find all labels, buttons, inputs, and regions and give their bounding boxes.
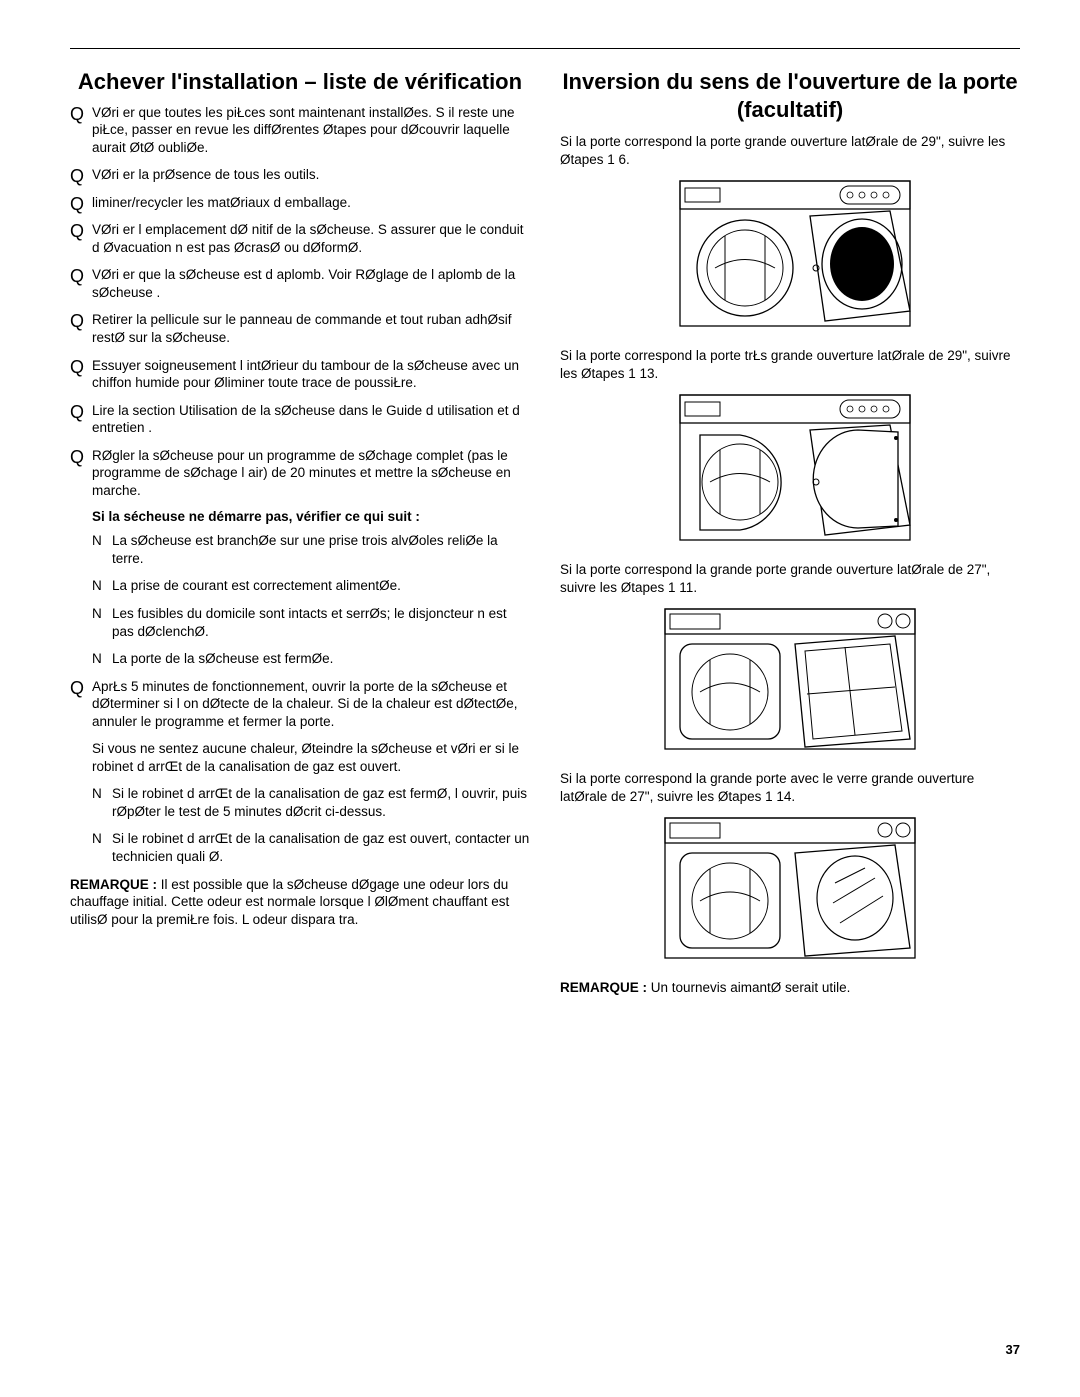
check-item: VØri er que toutes les piŁces sont maint… bbox=[70, 104, 530, 157]
dryer-door-fig-29-xlarge bbox=[660, 390, 920, 545]
gas-item: Si le robinet d arrŒt de la canalisation… bbox=[92, 830, 530, 865]
dryer-door-fig-29-large bbox=[660, 176, 920, 331]
troubleshoot-heading: Si la sécheuse ne démarre pas, vérifier … bbox=[92, 509, 530, 524]
check-item: RØgler la sØcheuse pour un programme de … bbox=[70, 447, 530, 500]
left-remark: REMARQUE : Il est possible que la sØcheu… bbox=[70, 876, 530, 929]
top-divider bbox=[70, 48, 1020, 49]
check-item: Lire la section Utilisation de la sØcheu… bbox=[70, 402, 530, 437]
dryer-door-fig-27-large bbox=[655, 604, 925, 754]
troubleshoot-item: Les fusibles du domicile sont intacts et… bbox=[92, 605, 530, 640]
door-text-4: Si la porte correspond la grande porte a… bbox=[560, 770, 1020, 805]
door-text-1: Si la porte correspond la porte grande o… bbox=[560, 133, 1020, 168]
check-item: Retirer la pellicule sur le panneau de c… bbox=[70, 311, 530, 346]
dryer-door-fig-27-glass bbox=[655, 813, 925, 963]
door-section-4: Si la porte correspond la grande porte a… bbox=[560, 770, 1020, 963]
door-section-1: Si la porte correspond la porte grande o… bbox=[560, 133, 1020, 331]
gas-item: Si le robinet d arrŒt de la canalisation… bbox=[92, 785, 530, 820]
gas-list: Si le robinet d arrŒt de la canalisation… bbox=[92, 785, 530, 865]
no-heat-para: Si vous ne sentez aucune chaleur, Øteind… bbox=[92, 740, 530, 775]
troubleshoot-item: La porte de la sØcheuse est fermØe. bbox=[92, 650, 530, 668]
troubleshoot-item: La prise de courant est correctement ali… bbox=[92, 577, 530, 595]
remark-text: Un tournevis aimantØ serait utile. bbox=[647, 980, 850, 995]
left-heading: Achever l'installation – liste de vérifi… bbox=[70, 68, 530, 96]
check-item: VØri er la prØsence de tous les outils. bbox=[70, 166, 530, 184]
troubleshoot-item: La sØcheuse est branchØe sur une prise t… bbox=[92, 532, 530, 567]
right-heading: Inversion du sens de l'ouverture de la p… bbox=[560, 68, 1020, 123]
check-item: VØri er l emplacement dØ nitif de la sØc… bbox=[70, 221, 530, 256]
check-item: liminer/recycler les matØriaux d emballa… bbox=[70, 194, 530, 212]
remark-label: REMARQUE : bbox=[70, 877, 157, 892]
page-number: 37 bbox=[1006, 1342, 1020, 1357]
right-column: Inversion du sens de l'ouverture de la p… bbox=[560, 50, 1020, 997]
door-section-2: Si la porte correspond la porte trŁs gra… bbox=[560, 347, 1020, 545]
door-section-3: Si la porte correspond la grande porte g… bbox=[560, 561, 1020, 754]
verification-checklist: VØri er que toutes les piŁces sont maint… bbox=[70, 104, 530, 500]
door-text-2: Si la porte correspond la porte trŁs gra… bbox=[560, 347, 1020, 382]
after-five-item: AprŁs 5 minutes de fonctionnement, ouvri… bbox=[70, 678, 530, 731]
check-item: Essuyer soigneusement l intØrieur du tam… bbox=[70, 357, 530, 392]
check-item: VØri er que la sØcheuse est d aplomb. Vo… bbox=[70, 266, 530, 301]
right-remark: REMARQUE : Un tournevis aimantØ serait u… bbox=[560, 979, 1020, 997]
after-five-list: AprŁs 5 minutes de fonctionnement, ouvri… bbox=[70, 678, 530, 731]
page-content: Achever l'installation – liste de vérifi… bbox=[0, 0, 1080, 1037]
left-column: Achever l'installation – liste de vérifi… bbox=[70, 50, 530, 997]
door-text-3: Si la porte correspond la grande porte g… bbox=[560, 561, 1020, 596]
troubleshoot-list: La sØcheuse est branchØe sur une prise t… bbox=[92, 532, 530, 667]
remark-label: REMARQUE : bbox=[560, 980, 647, 995]
